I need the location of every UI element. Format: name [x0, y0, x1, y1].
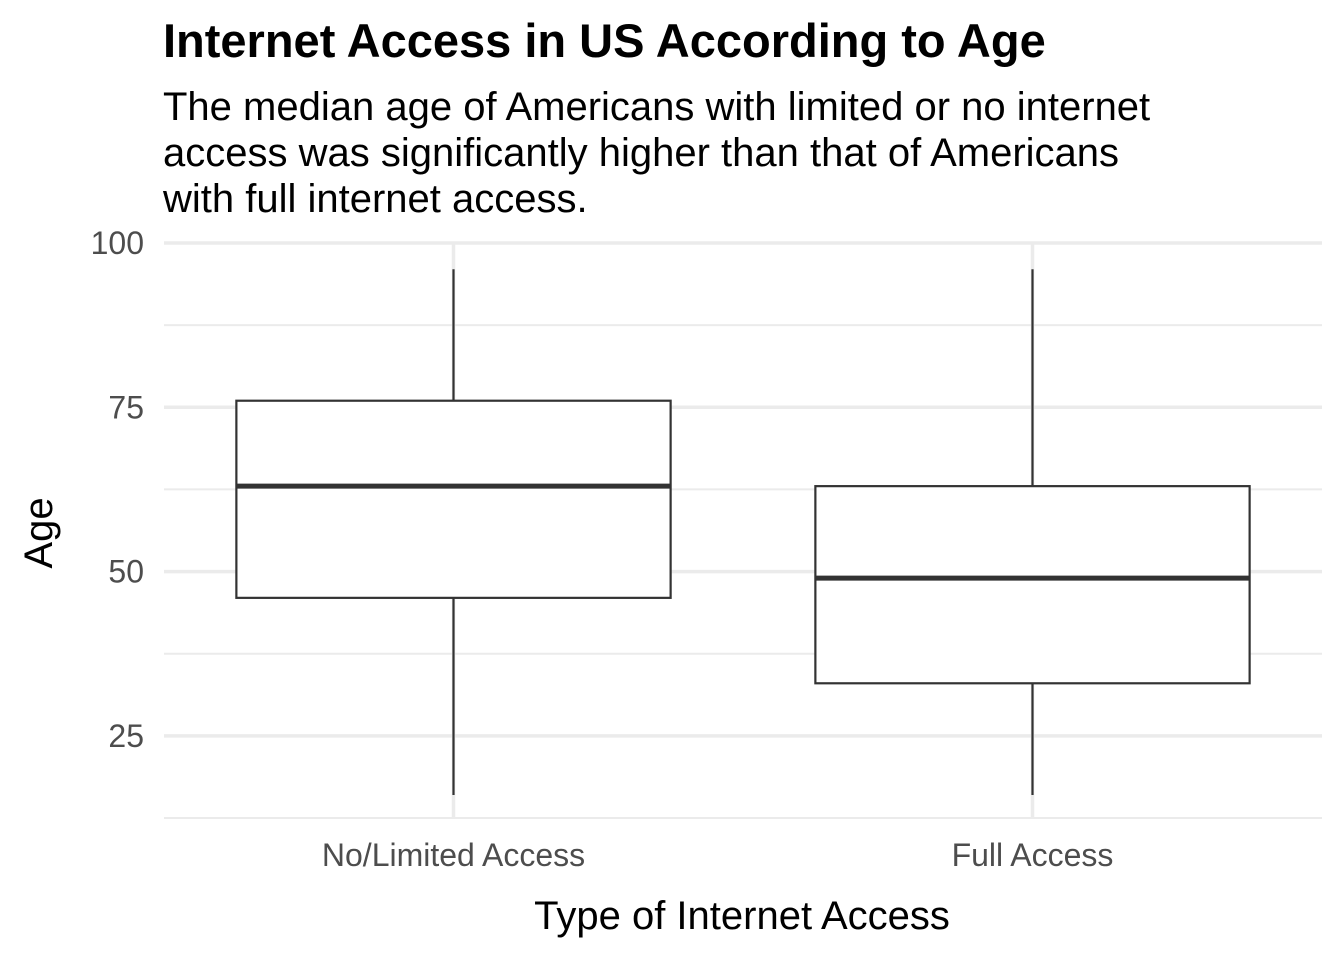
y-axis-title: Age: [17, 497, 61, 568]
x-tick-label: Full Access: [952, 837, 1114, 873]
y-tick-label: 50: [108, 554, 144, 590]
subtitle-line: access was significantly higher than tha…: [163, 131, 1120, 175]
y-tick-label: 100: [91, 225, 144, 261]
chart-title: Internet Access in US According to Age: [163, 14, 1046, 67]
y-tick-label: 25: [108, 718, 144, 754]
box-group: [235, 269, 672, 795]
y-tick-label: 75: [108, 389, 144, 425]
box-iqr: [235, 399, 672, 599]
marks-layer: [235, 269, 1251, 795]
chart-subtitle: The median age of Americans with limited…: [163, 84, 1313, 222]
box-group: [814, 269, 1251, 795]
subtitle-line: The median age of Americans with limited…: [163, 85, 1151, 129]
box-iqr: [814, 485, 1251, 685]
x-axis-title: Type of Internet Access: [534, 894, 950, 938]
x-tick-label: No/Limited Access: [322, 837, 585, 873]
labels-layer: 25 50 75 100 No/Limited Access Full Access: [91, 225, 1114, 873]
subtitle-line: with full internet access.: [163, 177, 588, 221]
